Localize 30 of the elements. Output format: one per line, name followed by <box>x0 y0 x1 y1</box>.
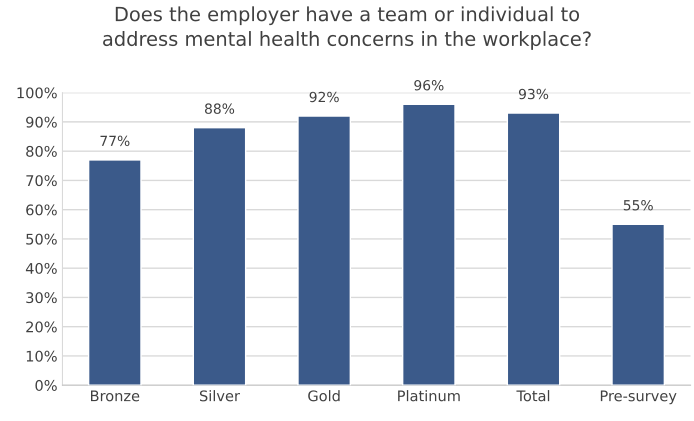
y-tick-label: 20% <box>26 321 57 332</box>
bar <box>611 224 666 386</box>
y-tick-label: 10% <box>26 350 57 362</box>
x-tick-label: Silver <box>200 390 240 402</box>
data-label: 93% <box>518 88 548 100</box>
y-tick-label: 90% <box>26 116 57 128</box>
y-tick-label: 80% <box>26 146 57 157</box>
y-tick-label: 40% <box>26 262 57 274</box>
data-label: 55% <box>624 200 653 210</box>
y-tick-label: 50% <box>26 234 57 245</box>
data-label: 77% <box>100 136 130 146</box>
bar <box>506 112 560 386</box>
bar <box>297 115 352 386</box>
x-tick-label: Total <box>516 390 550 402</box>
y-tick-label: 60% <box>26 204 57 216</box>
y-tick-label: 70% <box>26 175 57 186</box>
x-tick-label: Bronze <box>91 390 140 402</box>
bar <box>192 127 246 386</box>
y-tick-label: 100% <box>18 87 57 98</box>
chart-title: Does the employer have a team or individual to address mental health concerns in the workplace? <box>103 6 591 50</box>
x-tick-label: Pre-survey <box>600 390 677 404</box>
data-label: 92% <box>310 92 339 102</box>
bar <box>402 104 456 386</box>
y-tick-label: 0% <box>35 380 57 391</box>
x-tick-label: Platinum <box>398 390 460 402</box>
data-label: 96% <box>414 80 444 91</box>
x-tick-label: Gold <box>308 390 340 402</box>
data-label: 88% <box>204 103 234 114</box>
y-tick-label: 30% <box>26 292 57 304</box>
bar <box>88 159 142 386</box>
